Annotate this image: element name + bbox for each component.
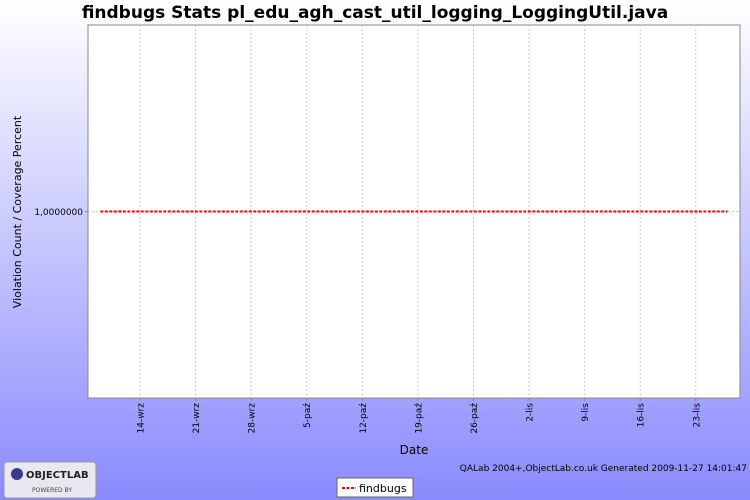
x-tick-label: 19-paź — [414, 403, 424, 434]
chart-title: findbugs Stats pl_edu_agh_cast_util_logg… — [82, 3, 668, 23]
x-axis-label: Date — [400, 443, 429, 457]
logo: OBJECTLAB POWERED BY — [3, 461, 97, 499]
y-axis-label: Violation Count / Coverage Percent — [11, 115, 24, 308]
legend — [336, 477, 414, 498]
x-tick-label: 9-lis — [581, 403, 591, 422]
x-tick-label: 14-wrz — [137, 403, 147, 434]
x-tick-label: 26-paź — [470, 403, 480, 434]
logo-name: OBJECTLAB — [26, 470, 89, 481]
legend-label: findbugs — [359, 482, 407, 495]
x-tick-label: 16-lis — [637, 403, 647, 428]
x-tick-label: 28-wrz — [248, 403, 258, 434]
logo-box — [3, 461, 97, 499]
footer: QALab 2004+,ObjectLab.co.uk Generated 20… — [460, 464, 747, 474]
x-tick-label: 5-paź — [303, 403, 313, 428]
x-tick-label: 21-wrz — [192, 403, 202, 434]
x-tick-label: 12-paź — [359, 403, 369, 434]
x-tick-label: 23-lis — [692, 403, 702, 428]
x-tick-label: 2-lis — [526, 403, 536, 422]
logo-icon — [11, 468, 23, 480]
logo-tagline: POWERED BY — [32, 487, 72, 494]
y-tick-label: 1,0000000 — [34, 208, 83, 218]
